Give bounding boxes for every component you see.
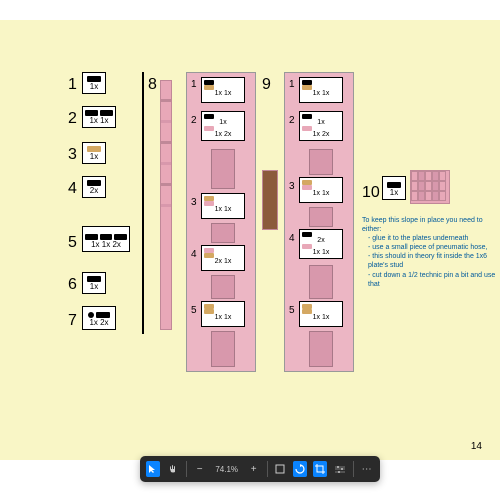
step-7-number: 7: [68, 312, 77, 330]
substep-parts: 1x 1x: [201, 301, 245, 327]
panel-a: 1 1x 1x 2 1x1x 2x 3 1x 1x 4 2x 1x 5 1x 1x: [186, 72, 256, 372]
more-button[interactable]: ⋯: [360, 461, 374, 477]
mini-assembly: [309, 265, 333, 299]
step-5-parts: 1x 1x 2x: [82, 226, 130, 252]
step-3-number: 3: [68, 146, 77, 164]
mini-assembly: [211, 275, 235, 299]
note-list: glue it to the plates underneathuse a sm…: [362, 234, 500, 289]
mini-assembly: [309, 207, 333, 227]
step-1-number: 1: [68, 76, 77, 94]
panel-b: 1 1x 1x 2 1x1x 2x 3 1x 1x 4 2x1x 1x 5 1x 1x: [284, 72, 354, 372]
step-1-parts: 1x: [82, 72, 106, 94]
substep-number: 1: [289, 79, 295, 90]
substep-number: 5: [289, 305, 295, 316]
toolbar-divider: [186, 461, 187, 477]
substep-parts: 1x 1x: [201, 193, 245, 219]
zoom-level[interactable]: 74.1%: [213, 465, 241, 474]
mini-assembly: [211, 331, 235, 367]
substep-number: 1: [191, 79, 197, 90]
step-4-number: 4: [68, 180, 77, 198]
step-10-parts: 1x: [382, 176, 406, 200]
step-4-parts: 2x: [82, 176, 106, 198]
toolbar-divider: [267, 461, 268, 477]
substep-number: 3: [289, 181, 295, 192]
page-number: 14: [471, 441, 482, 452]
substep-number: 2: [191, 115, 197, 126]
step-2-parts: 1x 1x: [82, 106, 116, 128]
zoom-out-button[interactable]: −: [193, 461, 207, 477]
divider: [142, 72, 144, 334]
mini-assembly: [309, 331, 333, 367]
substep-parts: 1x1x 2x: [201, 111, 245, 141]
substep-number: 4: [191, 249, 197, 260]
substep-number: 3: [191, 197, 197, 208]
fit-button[interactable]: [274, 461, 288, 477]
note-line: this should in theory fit inside the 1x6…: [368, 252, 500, 270]
rotate-button[interactable]: [293, 461, 307, 477]
toolbar-divider: [353, 461, 354, 477]
step-8-number: 8: [148, 76, 157, 94]
substep-number: 2: [289, 115, 295, 126]
instruction-note: To keep this slope in place you need to …: [362, 216, 500, 289]
substep-parts: 1x 1x: [299, 77, 343, 103]
substep-parts: 2x 1x: [201, 245, 245, 271]
viewer-toolbar: − 74.1% + ⋯: [140, 456, 380, 482]
note-line: cut down a 1/2 technic pin a bit and use…: [368, 271, 500, 289]
substep-parts: 1x 1x: [299, 301, 343, 327]
mini-assembly: [309, 149, 333, 175]
step-5-number: 5: [68, 234, 77, 252]
document-canvas: 11x21x 1x31x42x51x 1x 2x61x71x 2x 8 9 11…: [0, 20, 500, 460]
substep-number: 5: [191, 305, 197, 316]
substep-parts: 1x1x 2x: [299, 111, 343, 141]
mini-assembly: [211, 149, 235, 189]
mini-assembly: [211, 223, 235, 243]
mid-assembly: [262, 170, 278, 230]
step-9-number: 9: [262, 76, 271, 94]
step-10-number: 10: [362, 184, 380, 202]
step-3-parts: 1x: [82, 142, 106, 164]
zoom-in-button[interactable]: +: [247, 461, 261, 477]
crop-button[interactable]: [313, 461, 327, 477]
assembly-column: [160, 80, 172, 330]
substep-parts: 1x 1x: [299, 177, 343, 203]
step-6-number: 6: [68, 276, 77, 294]
substep-parts: 1x 1x: [201, 77, 245, 103]
note-header: To keep this slope in place you need to …: [362, 216, 500, 234]
substep-number: 4: [289, 233, 295, 244]
substep-parts: 2x1x 1x: [299, 229, 343, 259]
step-2-number: 2: [68, 110, 77, 128]
step-7-parts: 1x 2x: [82, 306, 116, 330]
step-10-assembly: [410, 170, 450, 204]
step-6-parts: 1x: [82, 272, 106, 294]
pointer-tool[interactable]: [146, 461, 160, 477]
note-line: glue it to the plates underneath: [368, 234, 500, 243]
adjust-button[interactable]: [333, 461, 347, 477]
note-line: use a small piece of pneumatic hose,: [368, 243, 500, 252]
hand-tool[interactable]: [166, 461, 180, 477]
